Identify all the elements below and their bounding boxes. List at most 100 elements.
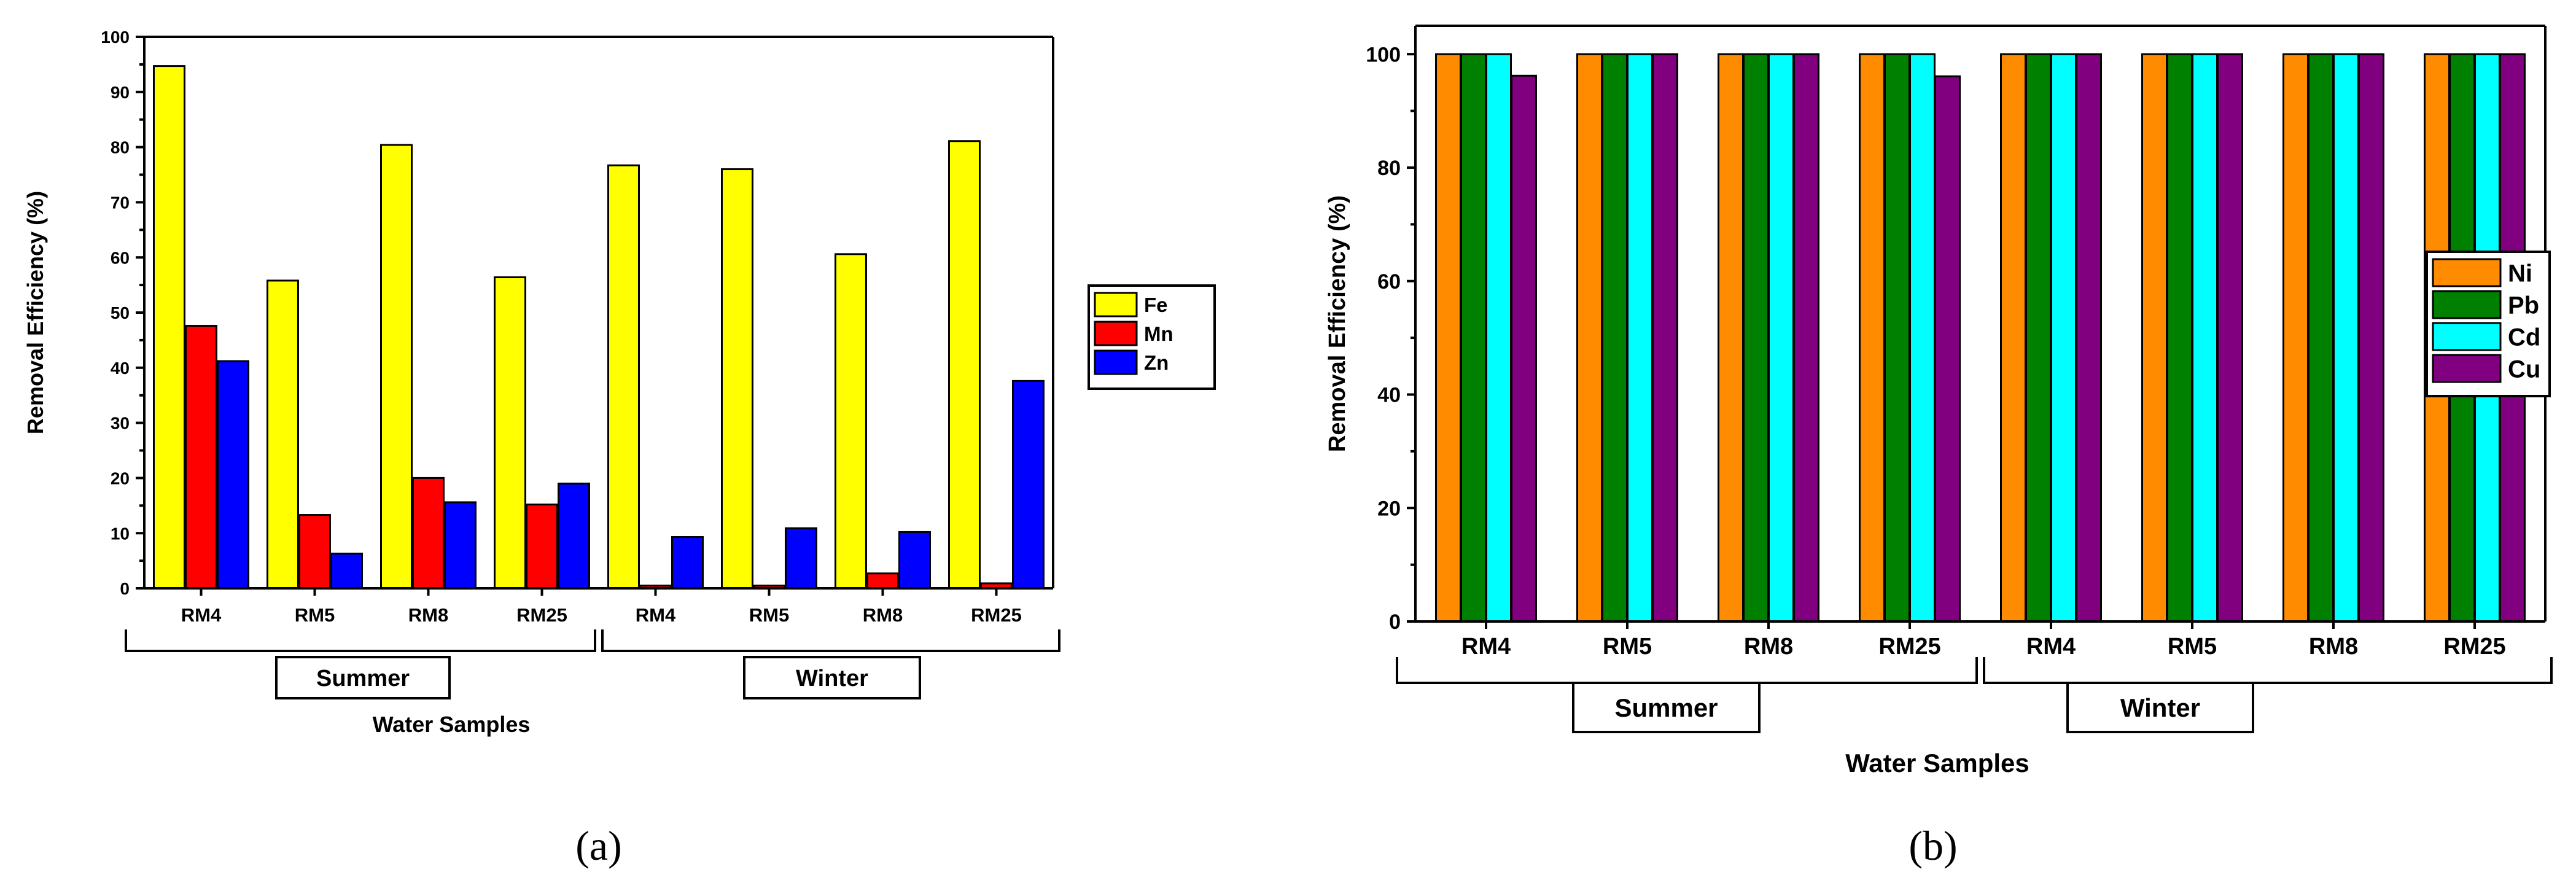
legend-swatch-zn — [1094, 349, 1138, 375]
x-axis-title: Water Samples — [1845, 749, 2029, 777]
bar-zn-rm5-winter — [785, 527, 817, 590]
bar-fe-rm4-winter — [607, 164, 640, 590]
group-label-winter: Winter — [796, 666, 868, 691]
bar-ni-rm4-winter — [2000, 53, 2026, 623]
y-axis-title: Removal Efficiency (%) — [23, 191, 48, 434]
bar-ni-rm4-summer — [1435, 53, 1461, 623]
legend-label-cd: Cd — [2508, 324, 2540, 351]
x-axis-title: Water Samples — [373, 712, 531, 737]
bar-cu-rm25-summer — [1934, 75, 1961, 623]
bar-zn-rm8-summer — [444, 501, 477, 590]
y-tick-label: 60 — [1377, 270, 1401, 294]
y-tick-label: 20 — [111, 469, 130, 488]
y-tick-label: 80 — [1377, 157, 1401, 180]
group-bracket-summer — [125, 629, 596, 652]
y-tick-label: 0 — [1389, 610, 1401, 634]
legend-swatch-cu — [2432, 354, 2502, 383]
bar-cd-rm5-summer — [1627, 53, 1653, 623]
series-zn — [217, 360, 1045, 590]
x-tick-label: RM8 — [2309, 634, 2358, 660]
y-tick-label: 80 — [111, 138, 130, 157]
x-tick-label: RM4 — [2026, 634, 2076, 660]
bar-fe-rm5-summer — [267, 279, 299, 590]
bar-fe-rm5-winter — [721, 168, 753, 590]
bar-ni-rm8-summer — [1718, 53, 1744, 623]
bar-cu-rm4-summer — [1511, 74, 1537, 623]
legend-label-cu: Cu — [2508, 356, 2540, 383]
group-bracket-winter — [601, 629, 1060, 652]
group-bracket-summer — [1396, 657, 1978, 684]
bar-cd-rm4-summer — [1485, 53, 1512, 623]
panel-label: (a) — [575, 822, 621, 869]
bar-pb-rm4-winter — [2025, 53, 2052, 623]
bar-fe-rm25-summer — [494, 276, 526, 590]
y-axis-title: Removal Efficiency (%) — [1325, 195, 1350, 452]
panel-label: (b) — [1909, 822, 1957, 869]
legend-label-zn: Zn — [1144, 351, 1169, 374]
x-tick-label: RM5 — [295, 604, 335, 626]
y-tick-label: 30 — [111, 414, 130, 433]
bar-ni-rm25-summer — [1859, 53, 1885, 623]
group-box-winter — [2066, 682, 2254, 733]
bar-zn-rm25-winter — [1012, 380, 1045, 590]
x-tick-label: RM4 — [181, 604, 222, 626]
bar-ni-rm8-winter — [2282, 53, 2309, 623]
legend-swatch-pb — [2432, 290, 2502, 319]
y-tick-label: 20 — [1377, 497, 1401, 520]
bar-cu-rm4-winter — [2076, 53, 2102, 623]
bar-ni-rm5-winter — [2141, 53, 2168, 623]
bar-cd-rm25-summer — [1909, 53, 1936, 623]
bar-cu-rm8-summer — [1793, 53, 1819, 623]
bar-cu-rm5-winter — [2217, 53, 2243, 623]
series-ni — [1435, 53, 2450, 623]
x-tick-label: RM4 — [1461, 634, 1511, 660]
group-label-summer: Summer — [316, 666, 410, 691]
legend-swatch-ni — [2432, 258, 2502, 287]
x-tick-label: RM8 — [1744, 634, 1793, 660]
legend-label-mn: Mn — [1144, 322, 1173, 345]
bar-zn-rm4-winter — [671, 536, 704, 590]
bar-cd-rm8-winter — [2333, 53, 2359, 623]
bar-cd-rm5-winter — [2192, 53, 2218, 623]
legend-swatch-fe — [1094, 292, 1138, 317]
bar-pb-rm8-summer — [1743, 53, 1769, 623]
bar-mn-rm4-summer — [185, 325, 217, 590]
bar-pb-rm4-summer — [1460, 53, 1487, 623]
bar-fe-rm8-summer — [380, 144, 413, 590]
group-box-summer — [275, 656, 451, 699]
bar-pb-rm25-summer — [1884, 53, 1910, 623]
x-tick-label: RM25 — [971, 604, 1022, 626]
y-tick-label: 100 — [101, 28, 130, 47]
bar-zn-rm8-winter — [898, 531, 931, 590]
y-tick-label: 40 — [111, 359, 130, 378]
bar-mn-rm25-summer — [526, 504, 558, 590]
series-cd — [1485, 53, 2500, 623]
y-tick-label: 100 — [1366, 43, 1401, 66]
bar-cd-rm4-winter — [2050, 53, 2077, 623]
bar-mn-rm5-summer — [298, 514, 331, 590]
bar-cd-rm8-summer — [1768, 53, 1794, 623]
legend-label-ni: Ni — [2508, 260, 2532, 287]
x-tick-label: RM8 — [408, 604, 448, 626]
chart-b: 0 20 40 60 80 100 RM4 RM5 RM8 RM25 RM4 RM5 RM8 RM25 Re… — [1325, 25, 2553, 869]
bar-zn-rm5-summer — [330, 552, 363, 590]
y-tick-label: 50 — [111, 303, 130, 322]
bar-cu-rm5-summer — [1652, 53, 1678, 623]
bar-fe-rm8-winter — [835, 253, 867, 590]
x-tick-label: RM8 — [863, 604, 903, 626]
bar-cu-rm8-winter — [2358, 53, 2384, 623]
series-pb — [1460, 53, 2475, 623]
legend-label-pb: Pb — [2508, 292, 2539, 319]
y-tick-label: 0 — [120, 579, 130, 598]
y-tick-label: 40 — [1377, 384, 1401, 407]
bar-pb-rm8-winter — [2308, 53, 2334, 623]
bar-fe-rm4-summer — [153, 65, 185, 590]
x-tick-label: RM25 — [2443, 634, 2505, 660]
y-tick-label: 60 — [111, 248, 130, 267]
legend-swatch-cd — [2432, 322, 2502, 351]
x-tick-label: RM4 — [636, 604, 676, 626]
x-tick-label: RM25 — [1878, 634, 1940, 660]
group-box-summer — [1572, 682, 1761, 733]
y-tick-label: 10 — [111, 524, 130, 543]
bar-pb-rm5-winter — [2166, 53, 2193, 623]
